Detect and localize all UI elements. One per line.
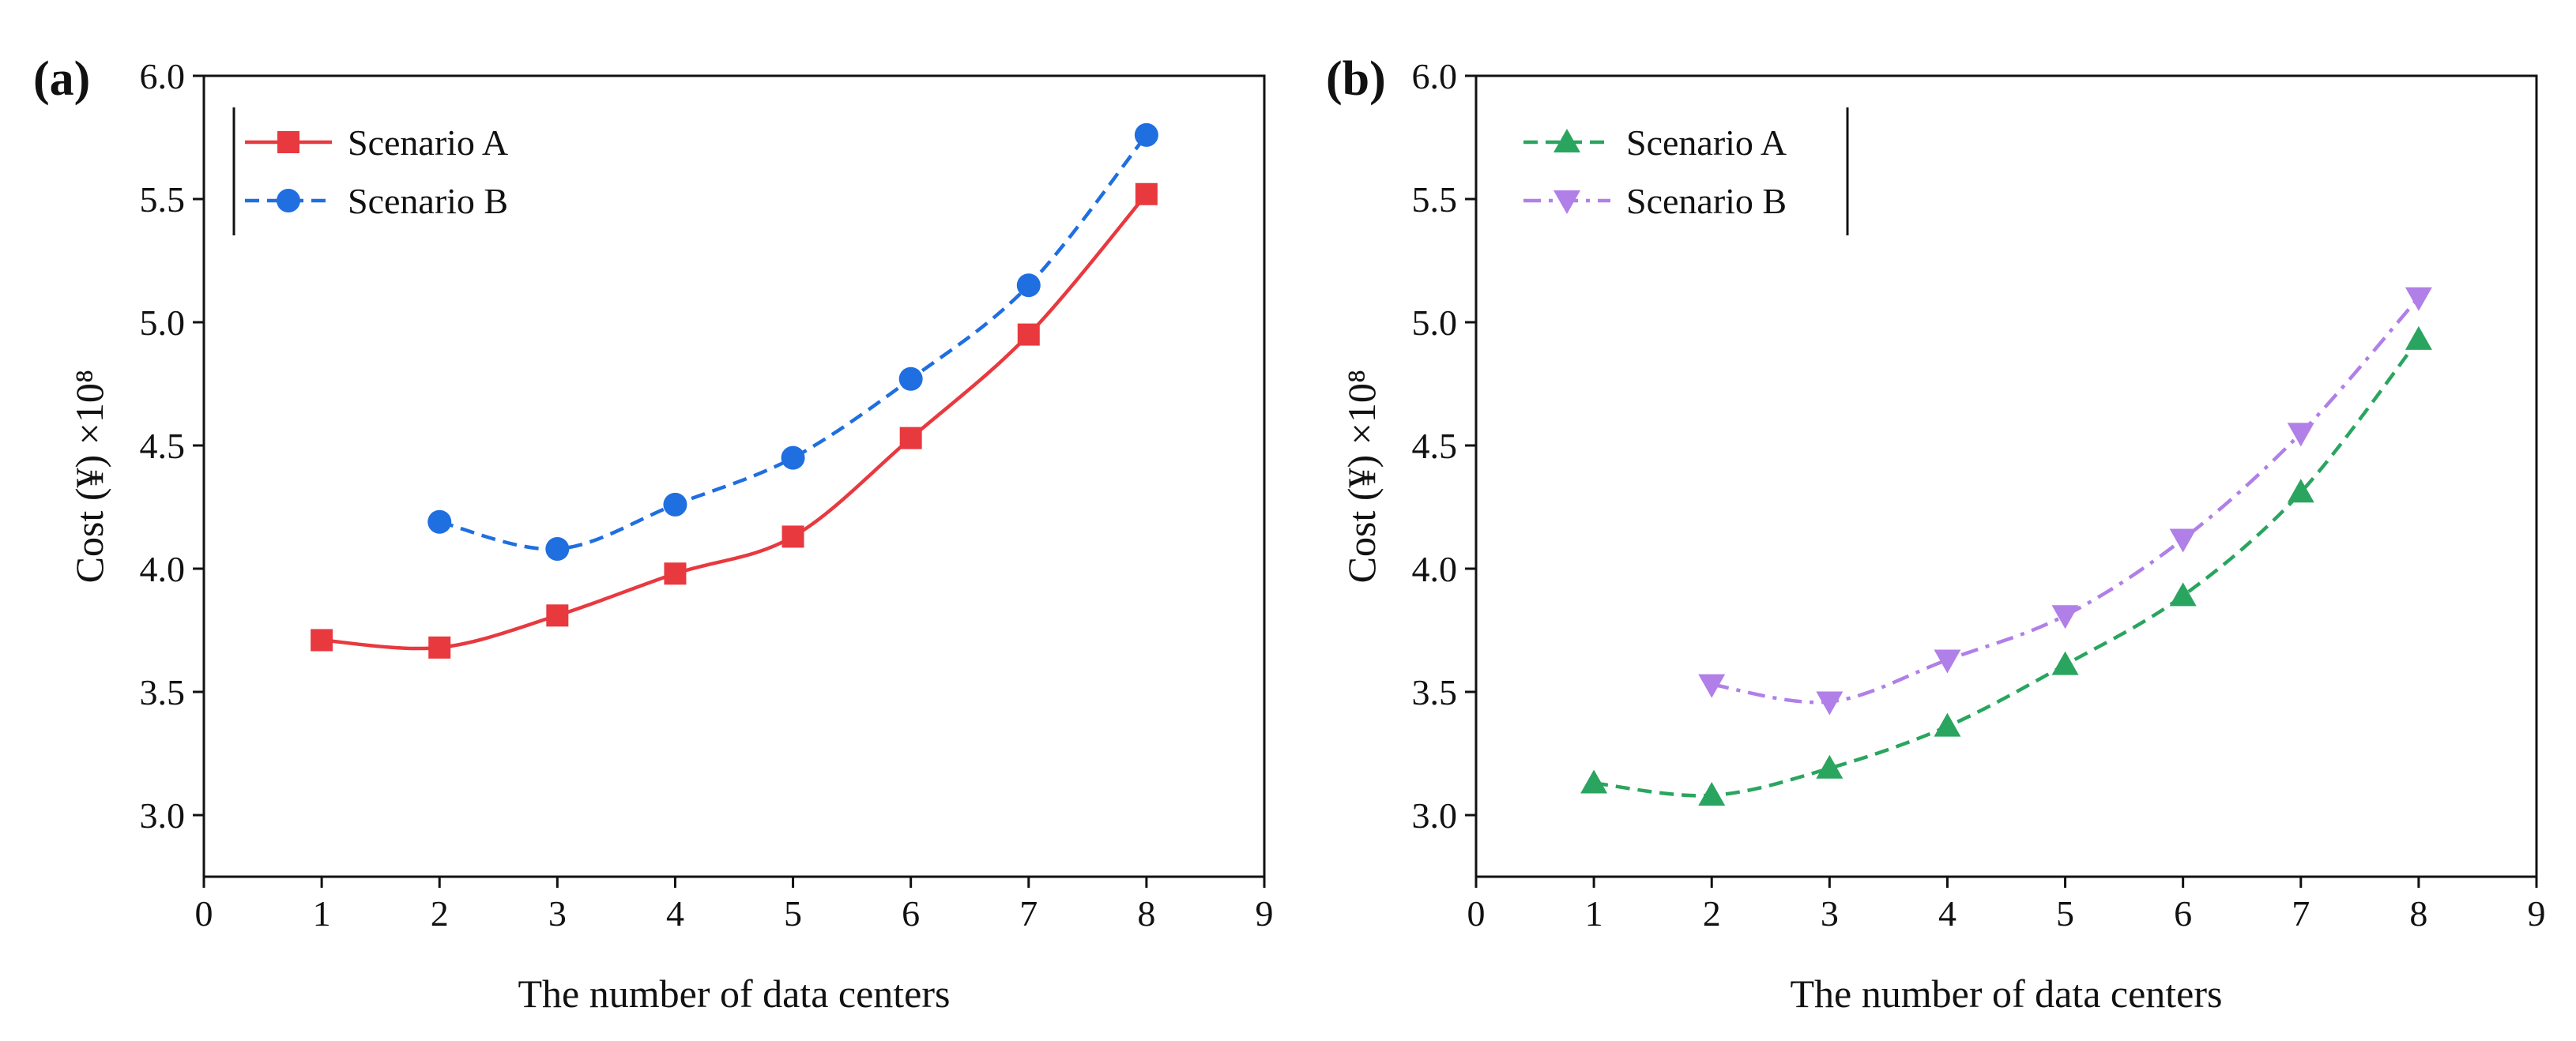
x-tick-label: 3 (1821, 893, 1839, 934)
x-tick-label: 1 (313, 893, 331, 934)
x-tick-label: 6 (2174, 893, 2192, 934)
data-point (1816, 691, 1843, 716)
data-point (664, 562, 687, 585)
data-point (1134, 122, 1158, 147)
x-tick-label: 1 (1585, 893, 1603, 934)
y-tick-label: 3.0 (1412, 795, 1458, 836)
legend-label: Scenario A (348, 122, 508, 163)
legend: Scenario A Scenario B (1523, 107, 1849, 235)
legend: Scenario A Scenario B (232, 107, 508, 235)
data-point (546, 604, 569, 627)
y-tick-label: 3.5 (140, 672, 186, 712)
y-tick-label: 4.5 (1412, 426, 1458, 466)
x-tick-label: 4 (1938, 893, 1956, 934)
x-tick-label: 9 (2528, 893, 2546, 934)
data-point (2405, 325, 2432, 350)
data-point (781, 445, 805, 470)
data-point (1017, 323, 1040, 346)
plot-frame (202, 74, 1266, 878)
data-point (2287, 423, 2314, 447)
x-tick-label: 4 (666, 893, 684, 934)
data-point (428, 636, 451, 659)
y-axis-title: Cost (¥) ×10⁸ (1339, 370, 1384, 584)
data-point (1135, 182, 1158, 205)
y-tick-label: 5.5 (1412, 179, 1458, 220)
series-scenario-b (427, 122, 1158, 562)
series-line (439, 133, 1148, 551)
panel-label: (b) (1326, 52, 1386, 106)
x-tick-label: 5 (2056, 893, 2074, 934)
data-point (1698, 674, 1726, 698)
legend-marker (277, 131, 299, 153)
x-axis-title: The number of data centers (518, 971, 951, 1016)
legend-marker (277, 189, 300, 212)
legend-item: Scenario A (1523, 122, 1787, 163)
y-tick-label: 5.0 (1412, 303, 1458, 343)
data-point (2169, 528, 2197, 553)
x-tick-label: 9 (1256, 893, 1274, 934)
series-line (1593, 338, 2420, 798)
x-axis-title: The number of data centers (1791, 971, 2223, 1016)
legend-item: Scenario A (245, 122, 508, 163)
y-tick-label: 3.5 (1412, 672, 1458, 712)
legend-label: Scenario A (1626, 122, 1787, 163)
series-scenario-a (311, 182, 1158, 659)
data-point (311, 629, 333, 652)
data-point (663, 492, 687, 517)
plot-frame (1474, 74, 2538, 878)
y-tick-label: 4.0 (1412, 549, 1458, 589)
data-point (898, 366, 923, 391)
legend-marker (1554, 129, 1580, 152)
data-point (1934, 712, 1961, 737)
data-point (2287, 479, 2314, 503)
x-tick-label: 0 (195, 893, 213, 934)
data-point (2169, 582, 2197, 607)
data-point (2051, 651, 2079, 675)
x-tick-label: 7 (1019, 893, 1038, 934)
y-tick-label: 3.0 (140, 795, 186, 836)
series-line (321, 193, 1148, 651)
x-tick-label: 8 (1137, 893, 1155, 934)
data-point (781, 525, 804, 548)
series-scenario-b (1698, 287, 2432, 716)
x-tick-label: 2 (431, 893, 449, 934)
legend-marker (1554, 190, 1580, 214)
x-tick-label: 0 (1467, 893, 1486, 934)
y-tick-label: 5.0 (140, 303, 186, 343)
x-tick-label: 6 (902, 893, 920, 934)
data-point (2405, 287, 2432, 311)
data-point (899, 427, 922, 449)
legend-label: Scenario B (348, 181, 508, 221)
series-scenario-a (1580, 325, 2432, 806)
y-tick-label: 4.0 (140, 549, 186, 589)
panel-label: (a) (33, 52, 90, 106)
legend-item: Scenario B (1523, 181, 1787, 221)
y-tick-label: 6.0 (140, 56, 186, 96)
x-tick-label: 8 (2409, 893, 2427, 934)
data-point (1934, 649, 1961, 674)
data-point (1580, 769, 1608, 794)
data-point (2051, 605, 2079, 629)
x-tick-label: 3 (548, 893, 567, 934)
y-tick-label: 5.5 (140, 179, 186, 220)
data-point (1698, 782, 1726, 806)
legend-label: Scenario B (1626, 181, 1787, 221)
y-axis-title: Cost (¥) ×10⁸ (67, 370, 111, 584)
y-tick-label: 6.0 (1412, 56, 1458, 96)
x-tick-label: 7 (2292, 893, 2310, 934)
data-point (1016, 273, 1041, 298)
x-tick-label: 5 (784, 893, 802, 934)
y-tick-label: 4.5 (140, 426, 186, 466)
chart-panel-a: (a) 0 1 2 3 4 5 6 7 8 9 3.0 3.5 4.0 4.5 5.0 5.5 6.0 The nu… (33, 52, 1274, 1016)
x-tick-label: 2 (1703, 893, 1721, 934)
data-point (545, 537, 570, 562)
data-point (427, 509, 452, 534)
data-point (1816, 754, 1843, 779)
chart-panel-b: (b) 0 1 2 3 4 5 6 7 8 9 3.0 3.5 4.0 4.5 5.0 5.5 6.0 The nu… (1326, 52, 2546, 1016)
legend-item: Scenario B (245, 181, 508, 221)
